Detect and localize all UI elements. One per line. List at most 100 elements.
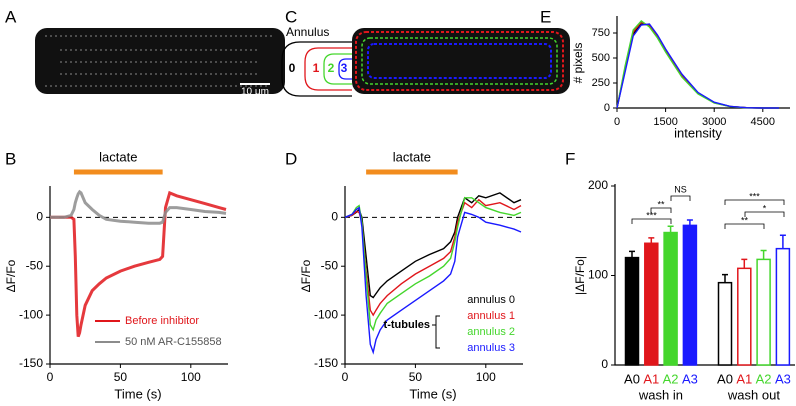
group-label: wash in <box>638 387 683 402</box>
x-axis-label: Time (s) <box>114 386 161 401</box>
series-line <box>616 21 779 109</box>
error-bar <box>760 249 767 260</box>
x-tick-label: 0 <box>614 116 620 128</box>
y-tick-label: 0 <box>36 210 43 224</box>
group-bracket <box>432 315 440 349</box>
y-tick-label: -100 <box>19 307 43 321</box>
y-tick-label: 100 <box>588 268 608 282</box>
legend-label: annulus 0 <box>467 294 515 306</box>
legend-label: 50 nM AR-C155858 <box>125 336 222 348</box>
stimulus-label: lactate <box>99 149 137 164</box>
significance-bracket <box>724 223 765 229</box>
panel-letter: A <box>5 7 17 26</box>
x-tick-label: A3 <box>775 371 791 386</box>
bar <box>775 247 791 366</box>
legend-label: annulus 3 <box>467 342 515 354</box>
bar <box>737 267 752 366</box>
significance-bracket <box>631 218 672 224</box>
x-tick-label: 4500 <box>751 116 775 128</box>
y-tick-label: -50 <box>321 258 339 272</box>
y-axis-label: # pixels <box>571 43 585 84</box>
error-bar <box>667 225 674 233</box>
significance-bracket <box>724 199 785 205</box>
y-tick-label: -150 <box>19 356 43 370</box>
y-tick-label: 0 <box>331 210 338 224</box>
y-tick-label: 250 <box>592 77 610 89</box>
y-axis-label: ΔF/Fo <box>4 259 18 292</box>
x-tick-label: A2 <box>663 371 679 386</box>
x-tick-label: 1500 <box>653 116 677 128</box>
axis-line <box>616 16 790 109</box>
group-label: wash out <box>727 387 780 402</box>
x-axis-label: intensity <box>674 125 722 140</box>
scale-bar-label: 10 μm <box>241 87 269 98</box>
error-bar <box>741 258 748 269</box>
annulus-number: 1 <box>313 61 320 75</box>
x-tick-label: 100 <box>181 370 201 384</box>
significance-label: ** <box>741 215 749 225</box>
annulus-number: 0 <box>289 61 296 75</box>
series-line <box>344 206 522 355</box>
panel-letter: F <box>565 149 575 168</box>
x-axis-label: Time (s) <box>409 386 456 401</box>
significance-label: ** <box>657 199 665 209</box>
significance-bracket <box>650 207 672 213</box>
series-line <box>344 192 522 299</box>
y-axis-label: |ΔF/Fo| <box>573 256 587 295</box>
x-tick-label: A2 <box>756 371 772 386</box>
panel-letter: E <box>540 7 551 26</box>
y-tick-label: 200 <box>588 178 608 192</box>
panel-letter: C <box>285 7 297 26</box>
bar <box>663 231 678 366</box>
legend-label: Before inhibitor <box>125 315 199 327</box>
bar <box>717 281 733 366</box>
legend-label: annulus 1 <box>467 310 515 322</box>
bar <box>682 224 698 366</box>
panel-letter: B <box>5 149 16 168</box>
significance-label: NS <box>674 184 687 194</box>
y-tick-label: 0 <box>604 102 610 114</box>
bar <box>624 256 640 366</box>
image-c: Annulus 0 1 2 3 <box>281 25 570 97</box>
x-tick-label: 0 <box>47 370 54 384</box>
cell-image <box>35 28 285 94</box>
significance-bracket <box>670 195 691 201</box>
series-line <box>616 23 779 109</box>
significance-label: *** <box>749 191 760 201</box>
series-line <box>616 20 779 109</box>
y-tick-label: 750 <box>592 27 610 39</box>
error-bar <box>648 237 655 244</box>
series-line <box>50 189 227 225</box>
legend-label: annulus 2 <box>467 326 515 338</box>
error-bar <box>722 273 728 283</box>
y-tick-label: -150 <box>314 356 338 370</box>
y-tick-label: 500 <box>592 52 610 64</box>
x-tick-label: A1 <box>736 371 752 386</box>
error-bar <box>779 234 786 249</box>
x-tick-label: 3000 <box>702 116 726 128</box>
error-bar <box>629 250 635 258</box>
x-tick-label: 50 <box>409 370 423 384</box>
x-tick-label: A1 <box>643 371 659 386</box>
significance-label: * <box>763 203 767 213</box>
error-bar <box>686 219 693 226</box>
bar <box>756 258 771 366</box>
annulus-title: Annulus <box>286 25 329 39</box>
y-tick-label: -100 <box>314 307 338 321</box>
x-tick-label: 0 <box>342 370 349 384</box>
series-line <box>50 190 227 338</box>
y-tick-label: -50 <box>26 258 44 272</box>
annulus-number: 2 <box>328 61 335 75</box>
annulus-number: 3 <box>341 61 348 75</box>
x-tick-label: A0 <box>624 371 640 386</box>
y-tick-label: 0 <box>601 357 608 371</box>
panel-letter: D <box>285 149 297 168</box>
x-tick-label: A3 <box>682 371 698 386</box>
bar <box>644 242 659 366</box>
stimulus-label: lactate <box>393 149 431 164</box>
group-label: t-tubules <box>384 319 430 331</box>
x-tick-label: 100 <box>476 370 496 384</box>
significance-label: *** <box>646 210 657 220</box>
x-tick-label: 50 <box>114 370 128 384</box>
